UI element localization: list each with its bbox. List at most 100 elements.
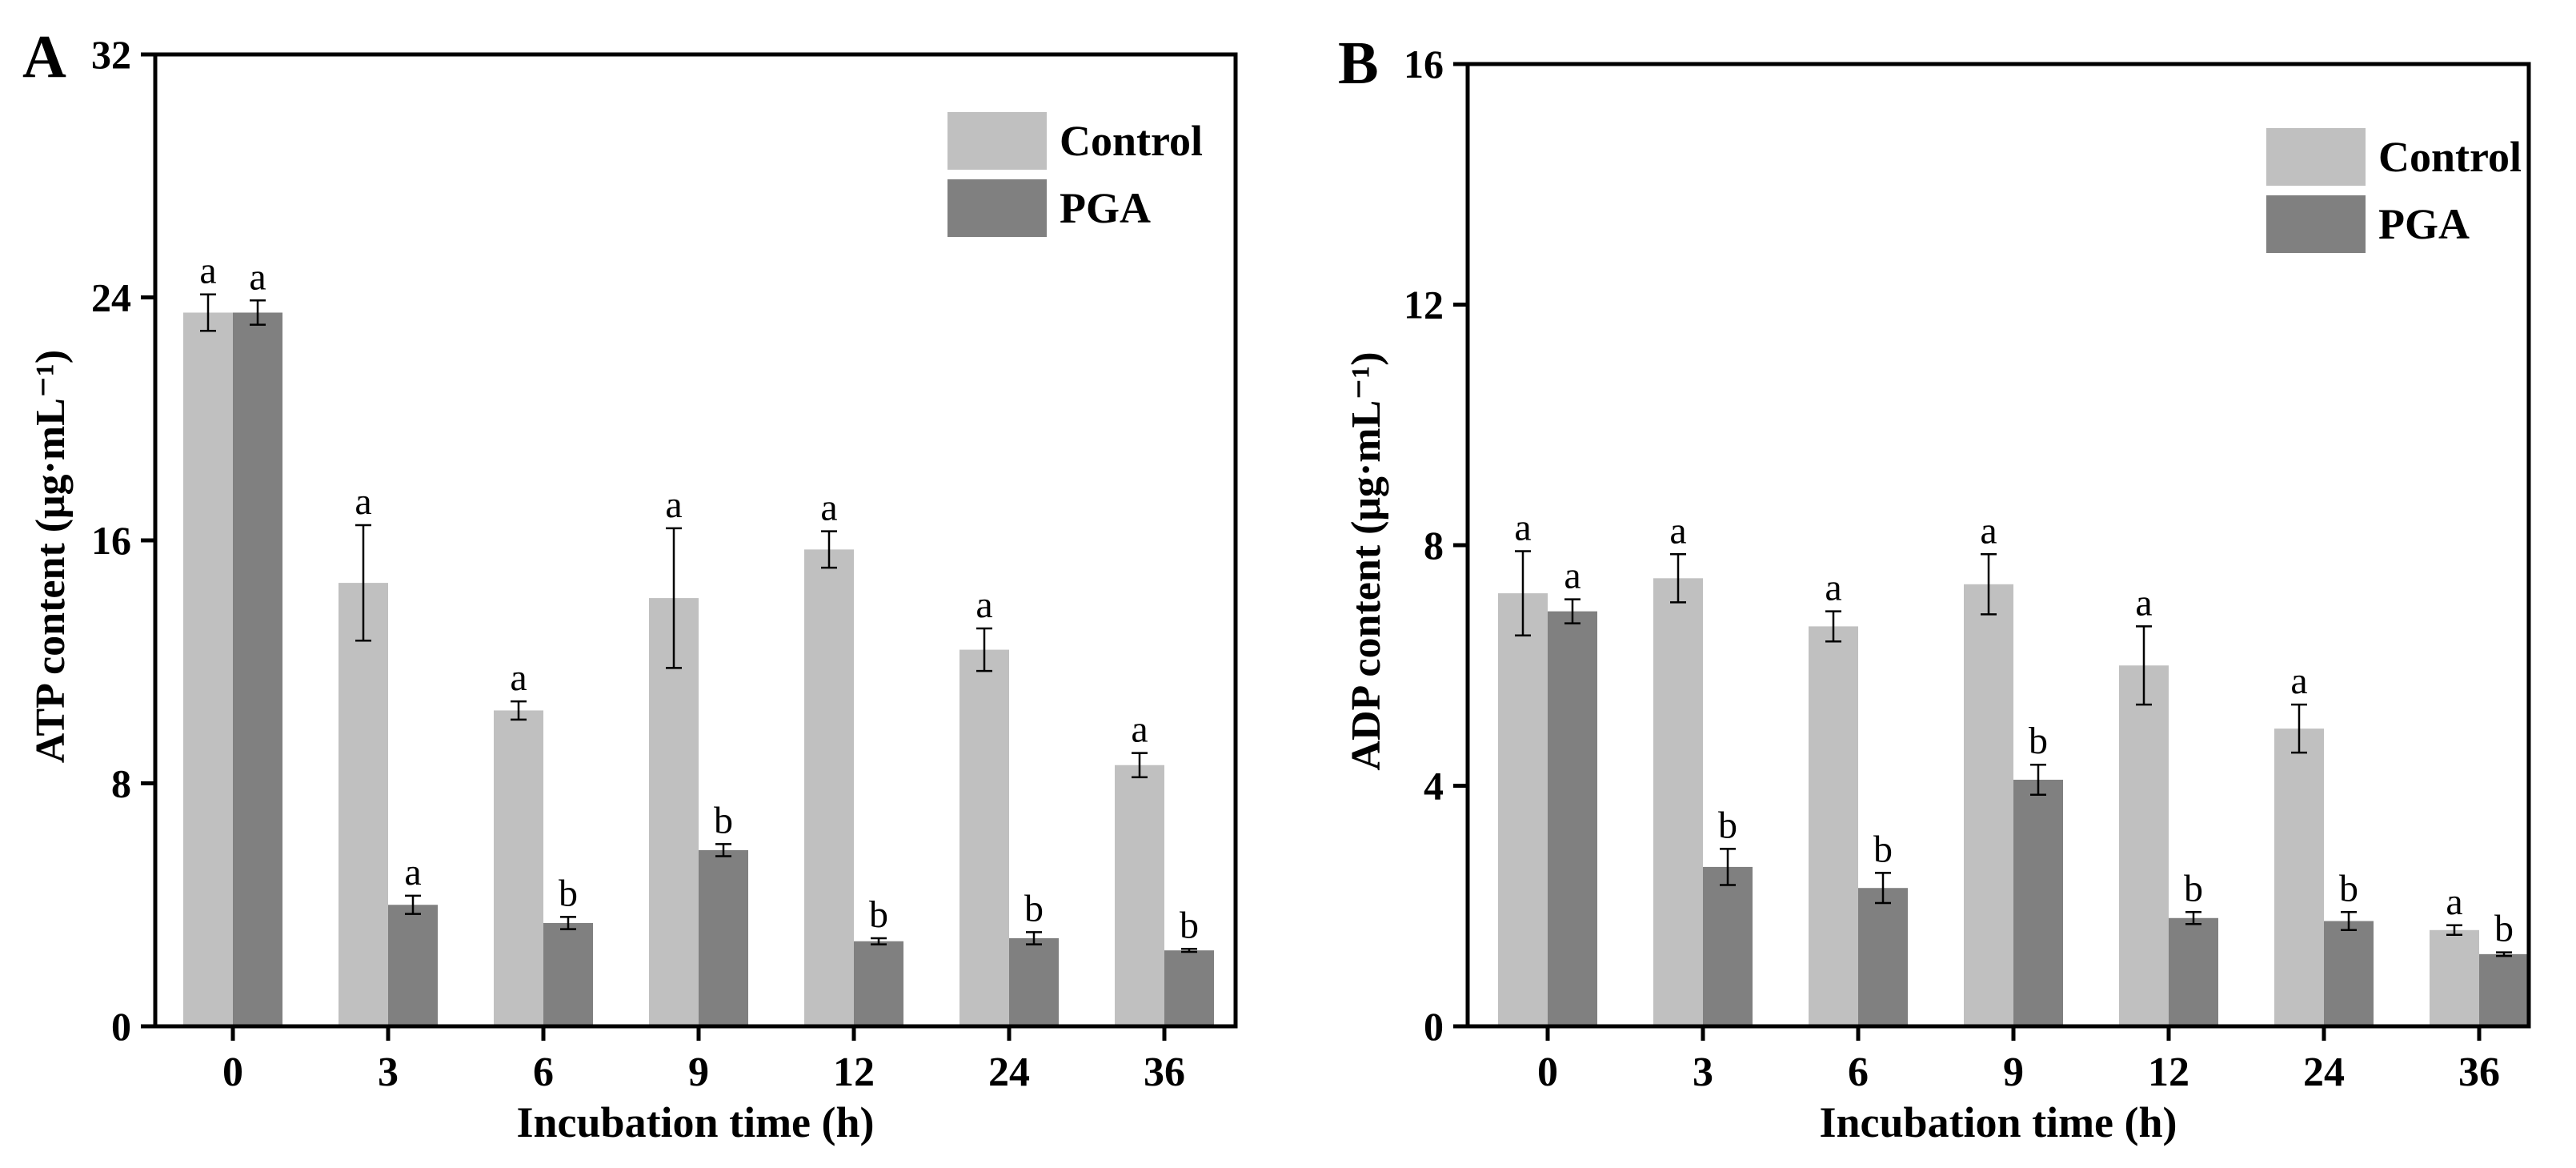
significance-letter: a [1825, 567, 1841, 609]
x-axis-title: Incubation time (h) [516, 1098, 874, 1146]
significance-letter: a [1131, 708, 1148, 751]
bar-pga-36h [1164, 950, 1214, 1026]
error-bar-control-6h [1825, 610, 1841, 643]
x-tick-label: 9 [2003, 1050, 2024, 1095]
significance-letter: b [2029, 720, 2048, 762]
y-tick-label: 0 [1424, 1004, 1444, 1049]
error-bar-pga-3h [405, 894, 421, 915]
significance-letter: a [1564, 555, 1580, 597]
error-bar-control-24h [2291, 703, 2307, 754]
bar-control-36h [1115, 765, 1164, 1026]
bar-pga-0h [1548, 611, 1597, 1026]
bar-pga-6h [1858, 888, 1908, 1026]
error-bar-control-9h [666, 527, 682, 669]
significance-letter: a [1980, 509, 1997, 552]
significance-letter: b [714, 799, 733, 841]
bar-pga-9h [2013, 779, 2063, 1026]
significance-letter: b [2184, 867, 2203, 909]
y-tick-label: 12 [1404, 283, 1444, 327]
significance-letter: a [820, 487, 837, 529]
y-tick-label: 4 [1424, 764, 1444, 809]
bar-pga-3h [1703, 866, 1753, 1026]
significance-letter: a [249, 255, 266, 298]
error-bar-pga-12h [2185, 911, 2201, 925]
bar-control-0h [183, 312, 233, 1026]
bar-control-3h [1653, 578, 1703, 1026]
error-bar-control-3h [355, 524, 371, 642]
error-bar-control-0h [1515, 550, 1531, 636]
legend-label-pga: PGA [1060, 184, 1151, 232]
bar-pga-36h [2479, 953, 2529, 1026]
significance-letter: a [1669, 509, 1686, 552]
error-bar-pga-9h [2030, 763, 2046, 797]
significance-letter: a [199, 250, 216, 292]
bar-control-6h [1809, 626, 1858, 1026]
error-bar-pga-12h [871, 937, 887, 945]
error-bar-control-6h [511, 700, 527, 721]
error-bar-pga-6h [560, 916, 576, 930]
significance-letter: b [559, 872, 578, 914]
x-tick-label: 3 [378, 1050, 399, 1095]
significance-letter: a [404, 851, 421, 893]
significance-letter: b [1024, 887, 1044, 929]
error-bar-control-24h [976, 627, 992, 672]
y-tick-label: 0 [111, 1004, 131, 1049]
bar-pga-12h [854, 941, 903, 1026]
legend: Control PGA [947, 112, 1203, 237]
y-tick-label: 8 [111, 761, 131, 806]
y-axis-title: ATP content (μg·mL⁻¹) [28, 350, 74, 763]
bar-pga-6h [543, 923, 593, 1026]
x-tick-label: 12 [833, 1050, 875, 1095]
legend-swatch-control [2266, 128, 2366, 186]
legend-swatch-pga [947, 179, 1047, 237]
error-bar-pga-36h [2496, 951, 2512, 957]
x-tick-label: 36 [2458, 1050, 2500, 1095]
significance-letter: b [1873, 828, 1893, 870]
y-tick-label: 8 [1424, 523, 1444, 568]
bar-control-6h [494, 710, 543, 1026]
significance-letter: b [869, 893, 888, 936]
error-bar-pga-24h [2341, 911, 2357, 932]
bar-pga-24h [2324, 921, 2374, 1026]
bar-control-9h [649, 598, 699, 1026]
x-tick-label: 0 [1537, 1050, 1558, 1095]
significance-letter: b [1718, 804, 1737, 846]
bar-pga-12h [2169, 917, 2218, 1026]
bar-pga-3h [388, 905, 438, 1026]
bar-pga-24h [1009, 937, 1059, 1026]
y-tick-label: 16 [91, 518, 131, 563]
significance-letter: a [665, 484, 682, 526]
x-tick-label: 12 [2148, 1050, 2189, 1095]
error-bar-pga-3h [1720, 848, 1736, 886]
y-tick-label: 16 [1404, 42, 1444, 86]
legend-label-control: Control [1060, 117, 1203, 165]
significance-letter: a [2290, 660, 2307, 702]
bar-control-24h [959, 649, 1009, 1026]
significance-letter: a [2135, 581, 2152, 624]
significance-letter: b [2339, 867, 2358, 909]
panel-label: B [1338, 30, 1379, 97]
x-axis-title: Incubation time (h) [1819, 1098, 2177, 1146]
x-tick-label: 9 [688, 1050, 709, 1095]
significance-letter: a [976, 584, 992, 626]
x-tick-label: 24 [988, 1050, 1030, 1095]
panel-label: A [22, 23, 66, 90]
error-bar-control-0h [200, 293, 216, 332]
y-tick-label: 32 [91, 32, 131, 77]
significance-letter: a [510, 656, 527, 699]
error-bar-pga-6h [1875, 872, 1891, 905]
significance-letter: a [1514, 507, 1531, 549]
error-bar-control-36h [2446, 924, 2462, 937]
legend-label-pga: PGA [2378, 200, 2470, 248]
x-tick-label: 36 [1144, 1050, 1185, 1095]
x-tick-label: 6 [1848, 1050, 1869, 1095]
x-tick-label: 24 [2303, 1050, 2345, 1095]
x-tick-label: 0 [222, 1050, 243, 1095]
bar-pga-9h [699, 849, 748, 1026]
x-tick-label: 3 [1693, 1050, 1713, 1095]
error-bar-control-12h [2136, 625, 2152, 706]
legend-swatch-pga [2266, 195, 2366, 253]
